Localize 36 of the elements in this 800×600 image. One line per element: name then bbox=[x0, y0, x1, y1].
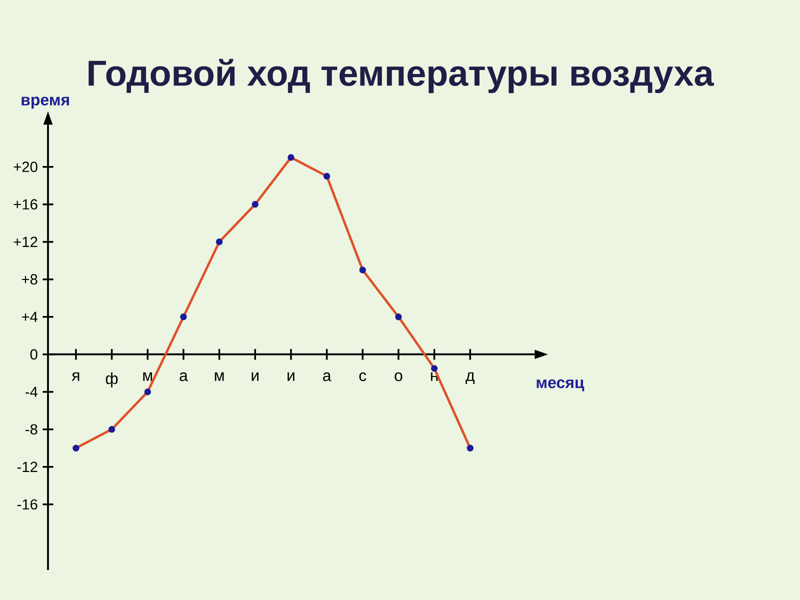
y-tick-label: -12 bbox=[17, 462, 38, 472]
x-tick-label: и bbox=[252, 372, 258, 381]
y-tick-label: -4 bbox=[26, 386, 38, 397]
x-tick-label: с bbox=[359, 372, 366, 382]
point bbox=[466, 444, 474, 452]
y-tick-label: +4 bbox=[22, 312, 38, 322]
point bbox=[180, 314, 187, 320]
x-tick-label: д bbox=[466, 372, 475, 384]
point bbox=[430, 365, 438, 372]
x-tick-label: м bbox=[214, 372, 224, 381]
y-tick-label: +12 bbox=[14, 236, 38, 247]
x-tick-label: о bbox=[394, 372, 402, 382]
x-tick-label: и bbox=[288, 372, 294, 381]
y-tick-label: +20 bbox=[14, 162, 38, 172]
y-tick-label: -8 bbox=[26, 424, 38, 435]
point bbox=[323, 172, 330, 180]
x-tick-label: ф bbox=[106, 372, 118, 388]
x-tick-label: я bbox=[72, 372, 80, 381]
x-tick-label: м bbox=[143, 372, 152, 381]
y-tick-label: +8 bbox=[22, 274, 38, 285]
point bbox=[359, 266, 366, 274]
point bbox=[288, 154, 294, 161]
x-tick-label: а bbox=[180, 372, 188, 382]
point bbox=[108, 426, 116, 433]
y-tick-label: -16 bbox=[17, 499, 38, 510]
point bbox=[144, 388, 151, 396]
point bbox=[72, 444, 80, 452]
x-tick-label: а bbox=[323, 372, 332, 382]
y-tick-label: 0 bbox=[30, 349, 38, 360]
point bbox=[395, 314, 402, 320]
x-axis-title: месяц bbox=[536, 379, 584, 392]
chart-title: Годовой ход температуры воздуха bbox=[88, 58, 714, 94]
y-tick-label: +16 bbox=[14, 199, 38, 210]
point bbox=[216, 238, 223, 246]
y-axis-title: время bbox=[22, 96, 69, 109]
point bbox=[252, 201, 258, 208]
